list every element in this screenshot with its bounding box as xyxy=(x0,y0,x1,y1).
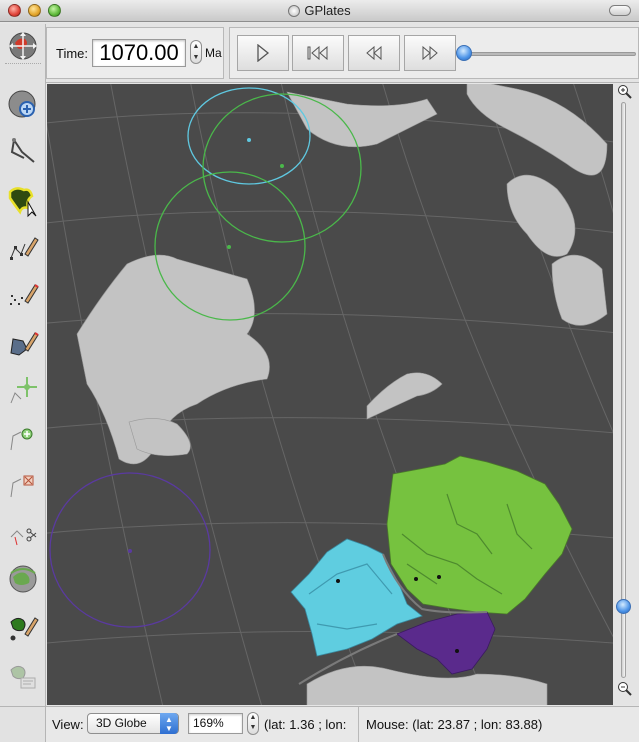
green-plate-polygon xyxy=(386,455,573,615)
zoom-percent-stepper[interactable]: ▲ ▼ xyxy=(247,712,259,735)
zoom-globe-tool[interactable] xyxy=(5,86,41,124)
time-label: Time: xyxy=(56,46,89,61)
zoom-in-icon[interactable] xyxy=(617,84,633,105)
move-vertex-tool-icon xyxy=(10,377,37,404)
digitise-multipoint-tool[interactable] xyxy=(5,276,41,314)
green-plate-features xyxy=(401,493,533,595)
time-control: Time: 1070.00 ▲ ▼ Ma xyxy=(46,27,224,79)
toolbar-toggle-button[interactable] xyxy=(609,5,631,16)
landmasses xyxy=(76,84,608,705)
measure-distance-tool[interactable] xyxy=(5,132,41,170)
mouse-coordinates: Mouse: (lat: 23.87 ; lon: 83.88) xyxy=(366,717,543,732)
choose-feature-tool[interactable] xyxy=(5,182,41,220)
globe-map[interactable] xyxy=(47,84,613,705)
zoom-slider-handle[interactable] xyxy=(616,599,631,614)
status-separator xyxy=(358,707,359,742)
step-forward-button[interactable] xyxy=(404,35,456,71)
stepper-down-icon[interactable]: ▼ xyxy=(192,54,200,61)
digitise-polygon-tool-icon xyxy=(10,332,39,356)
digitise-multipoint-tool-icon xyxy=(10,284,39,305)
stepper-up-icon[interactable]: ▲ xyxy=(192,43,200,50)
zoom-step-up-icon[interactable]: ▲ xyxy=(249,714,257,721)
zoom-step-down-icon[interactable]: ▼ xyxy=(249,724,257,731)
view-select-arrows-icon: ▲ ▼ xyxy=(160,713,178,734)
pole-points xyxy=(128,138,284,553)
zoom-slider-panel xyxy=(613,84,639,705)
minimize-window-button[interactable] xyxy=(28,4,41,17)
seek-beginning-icon xyxy=(307,45,328,61)
pole-uncertainty-ellipses xyxy=(49,87,362,628)
drag-globe-tool-icon xyxy=(9,31,37,60)
window-title-text: GPlates xyxy=(304,3,351,18)
gplates-app-icon xyxy=(288,5,301,17)
animation-controls xyxy=(229,27,639,79)
step-back-icon xyxy=(366,45,382,61)
time-input[interactable]: 1070.00 xyxy=(92,39,186,67)
measure-distance-tool-icon xyxy=(10,138,35,163)
cyan-plate-features xyxy=(308,563,393,630)
time-unit-label: Ma xyxy=(205,46,222,60)
close-window-button[interactable] xyxy=(8,4,21,17)
zoom-window-button[interactable] xyxy=(48,4,61,17)
animation-slider-handle[interactable] xyxy=(456,45,472,61)
edit-topology-tool[interactable] xyxy=(5,657,41,695)
time-stepper[interactable]: ▲ ▼ xyxy=(190,40,202,64)
manipulate-pole-tool[interactable] xyxy=(5,560,41,598)
tool-palette-bottom xyxy=(0,707,46,742)
camera-coordinates: (lat: 1.36 ; lon: xyxy=(264,717,347,732)
zoom-globe-tool-icon xyxy=(8,90,36,118)
edit-topology-tool-icon xyxy=(10,665,36,689)
top-toolbar: Time: 1070.00 ▲ ▼ Ma xyxy=(0,23,639,83)
step-forward-icon xyxy=(422,45,438,61)
zoom-percent-input[interactable]: 169% xyxy=(188,713,243,734)
digitise-polyline-tool[interactable] xyxy=(5,229,41,267)
title-bar: GPlates xyxy=(0,0,639,22)
status-bar: View: 3D Globe ▲ ▼ 169% ▲ ▼ (lat: 1.36 ; l… xyxy=(0,706,639,742)
view-label: View: xyxy=(52,717,84,732)
move-vertex-tool[interactable] xyxy=(5,372,41,410)
insert-vertex-tool-icon xyxy=(10,428,33,451)
split-feature-tool-icon xyxy=(10,528,37,546)
view-select[interactable]: 3D Globe ▲ ▼ xyxy=(87,713,179,734)
window-title: GPlates xyxy=(0,3,639,18)
feature-points xyxy=(336,575,459,653)
manipulate-pole-tool-icon xyxy=(9,565,37,593)
purple-plate-polygon xyxy=(396,611,496,675)
play-icon xyxy=(257,44,270,62)
split-feature-tool[interactable] xyxy=(5,514,41,552)
insert-vertex-tool[interactable] xyxy=(5,419,41,457)
choose-feature-tool-icon xyxy=(8,187,37,218)
zoom-slider-track[interactable] xyxy=(621,102,626,678)
delete-vertex-tool[interactable] xyxy=(5,466,41,504)
digitise-polygon-tool[interactable] xyxy=(5,324,41,362)
build-topology-tool[interactable] xyxy=(5,609,41,647)
digitise-polyline-tool-icon xyxy=(10,237,39,260)
seek-beginning-button[interactable] xyxy=(292,35,344,71)
plate-boundaries xyxy=(298,553,488,685)
view-select-value: 3D Globe xyxy=(96,716,147,730)
tool-palette xyxy=(0,24,46,707)
step-back-button[interactable] xyxy=(348,35,400,71)
delete-vertex-tool-icon xyxy=(10,475,34,498)
globe-canvas[interactable] xyxy=(47,84,613,705)
build-topology-tool-icon xyxy=(10,617,39,641)
play-button[interactable] xyxy=(237,35,289,71)
zoom-out-icon[interactable] xyxy=(617,681,633,702)
drag-globe-tool[interactable] xyxy=(5,26,41,64)
animation-slider-track[interactable] xyxy=(466,52,636,56)
